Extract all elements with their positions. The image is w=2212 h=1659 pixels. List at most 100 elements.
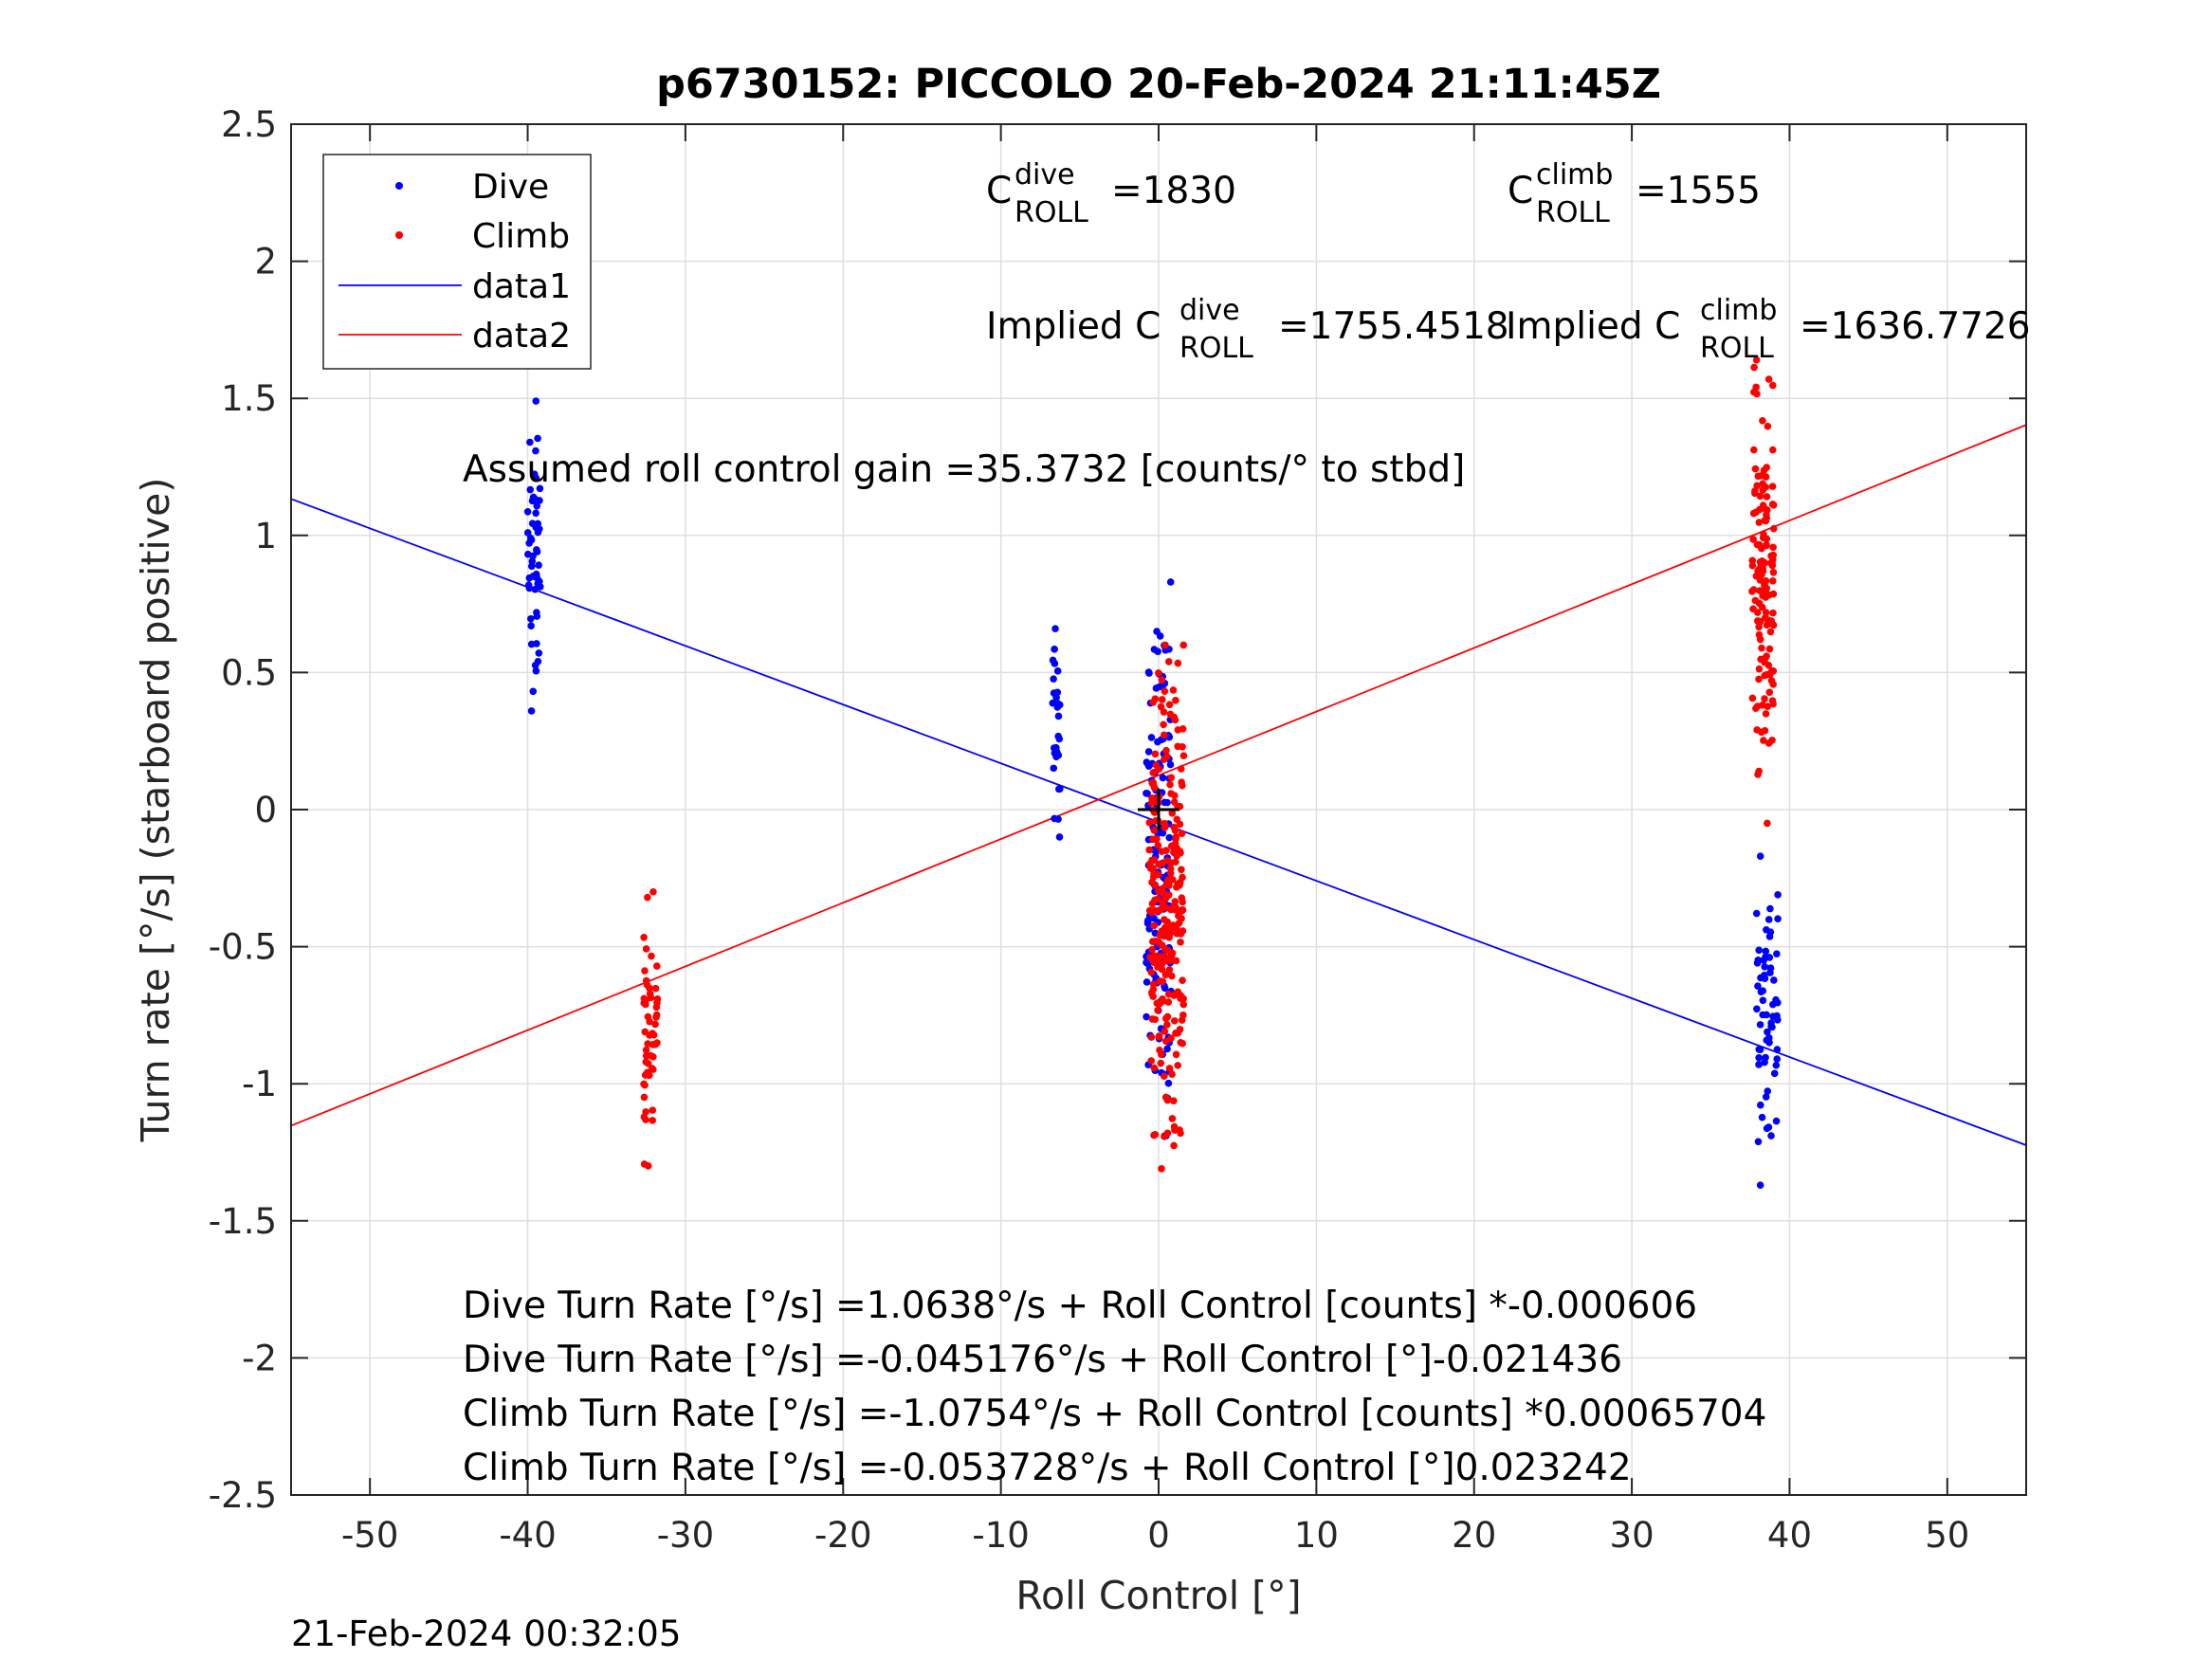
x-tick-label: -40	[499, 1515, 556, 1556]
dive-point	[1054, 751, 1063, 759]
dive-point	[527, 640, 536, 648]
dive-point	[1166, 760, 1175, 769]
climb-point	[1161, 1037, 1170, 1046]
climb-point	[1156, 977, 1164, 985]
roll-gain-annotation: Assumed roll control gain =35.3732 [coun…	[463, 448, 1465, 491]
climb-point	[1155, 870, 1162, 879]
climb-point	[640, 1093, 649, 1102]
x-tick-labels: -50 -40 -30 -20 -10 0 10 20 30 40 50	[341, 1515, 1969, 1556]
axis-ticks	[291, 123, 2026, 1496]
climb-point	[649, 1106, 657, 1114]
climb-point	[1769, 543, 1777, 552]
climb-point	[1174, 659, 1182, 667]
implied-dive-prefix: Implied C	[986, 305, 1161, 348]
climb-point	[652, 1012, 661, 1020]
climb-point	[1761, 695, 1768, 702]
climb-point	[1179, 1012, 1187, 1019]
origin-marker	[1138, 789, 1179, 830]
legend: Dive Climb data1 data2	[322, 154, 592, 370]
climb-point	[1753, 482, 1762, 490]
climb-point	[640, 1080, 648, 1088]
dive-point	[1772, 1117, 1781, 1125]
climb-point	[1759, 564, 1766, 572]
climb-point	[1758, 728, 1765, 737]
climb-point	[1764, 702, 1772, 711]
climb-point	[1151, 1130, 1160, 1139]
climb-point	[1765, 688, 1774, 697]
c-roll-dive-sup: dive	[1015, 158, 1075, 191]
climb-point	[1161, 687, 1169, 695]
dive-point	[534, 434, 541, 443]
dive-point	[1766, 964, 1775, 973]
dive-point	[1145, 669, 1153, 677]
dive-point	[1753, 1005, 1761, 1013]
dive-point	[1161, 647, 1170, 654]
climb-point	[1769, 576, 1777, 585]
climb-point	[1169, 686, 1178, 694]
fit-text-3: Climb Turn Rate [°/s] =-1.0754°/s + Roll…	[463, 1393, 1766, 1435]
c-roll-climb-sup: climb	[1536, 158, 1613, 191]
dive-point	[1154, 738, 1161, 746]
climb-point	[1149, 699, 1157, 706]
dive-point	[1163, 798, 1171, 807]
dive-point	[1756, 1021, 1764, 1029]
climb-point	[1163, 1129, 1172, 1138]
climb-point	[1162, 746, 1170, 755]
dive-point	[1761, 971, 1768, 979]
climb-point	[1171, 1126, 1179, 1134]
dive-point	[1763, 1036, 1771, 1045]
climb-point	[1752, 383, 1760, 392]
c-roll-dive-value: =1830	[1111, 170, 1236, 212]
climb-point	[1145, 846, 1153, 854]
climb-point	[1179, 724, 1187, 733]
climb-point	[1748, 694, 1757, 702]
climb-point	[1769, 681, 1777, 688]
climb-point	[1165, 966, 1174, 974]
climb-point	[1150, 1064, 1159, 1072]
c-roll-dive-annotation: C dive ROLL =1830	[986, 158, 1236, 229]
dive-point	[1050, 675, 1057, 683]
climb-point	[1750, 363, 1758, 372]
climb-point	[1748, 561, 1757, 570]
c-roll-dive-prefix: C	[986, 170, 1012, 212]
y-axis-label: Turn rate [°/s] (starboard positive)	[133, 478, 178, 1143]
climb-point	[1763, 493, 1771, 501]
climb-point	[1769, 609, 1777, 617]
climb-point	[642, 1058, 650, 1066]
dive-point	[1756, 1101, 1764, 1109]
dive-point	[1051, 625, 1059, 632]
climb-point	[1761, 658, 1768, 666]
climb-point	[1168, 1070, 1176, 1079]
y-tick-label: 0.5	[221, 652, 277, 693]
climb-point	[651, 984, 660, 993]
climb-point	[649, 1117, 656, 1124]
dive-point	[532, 474, 540, 483]
dive-point	[1764, 1123, 1773, 1131]
climb-point	[1179, 1000, 1188, 1009]
dive-point	[1764, 1028, 1771, 1036]
climb-point	[1762, 710, 1770, 718]
dive-point	[1770, 1069, 1779, 1078]
dive-point	[525, 584, 534, 592]
climb-point	[1151, 750, 1160, 758]
climb-point	[1762, 609, 1770, 616]
climb-point	[1148, 938, 1157, 946]
climb-point	[1166, 710, 1175, 719]
climb-point	[1766, 559, 1775, 567]
dive-point	[1760, 957, 1767, 964]
climb-point	[1170, 1141, 1178, 1150]
climb-point	[651, 1020, 659, 1029]
scatter-points	[523, 356, 1782, 1190]
dive-point	[1762, 1093, 1770, 1101]
legend-climb-marker	[395, 231, 403, 239]
dive-point	[524, 550, 532, 558]
climb-point	[1177, 938, 1184, 946]
y-tick-label: -0.5	[209, 927, 277, 968]
climb-point	[1749, 446, 1758, 454]
climb-point	[1179, 927, 1187, 935]
dive-point	[523, 508, 532, 516]
climb-point	[640, 1160, 649, 1168]
implied-dive-sup: dive	[1179, 294, 1240, 327]
climb-point	[1168, 972, 1176, 980]
dive-point	[1759, 987, 1767, 994]
